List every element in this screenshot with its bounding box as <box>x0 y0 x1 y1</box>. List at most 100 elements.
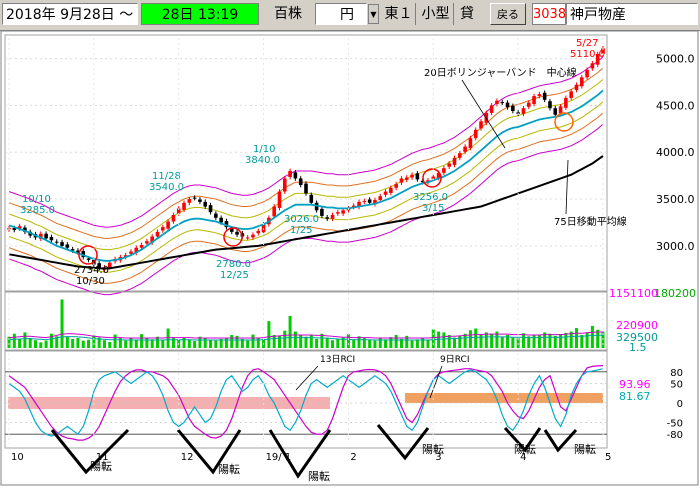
candle-body <box>272 206 276 217</box>
price-tick-label: 3000.0 <box>656 240 695 253</box>
candle-body <box>17 226 22 229</box>
yoten-label: 陽転 <box>422 443 444 456</box>
candle-body <box>277 191 282 208</box>
candle-body <box>214 213 218 218</box>
volume-bar <box>468 330 472 348</box>
volume-bar <box>559 334 563 348</box>
currency-select[interactable]: 円 <box>315 3 367 25</box>
candle-body <box>399 178 404 183</box>
bollinger-band-line <box>8 112 604 284</box>
yoten-label: 陽転 <box>514 443 536 456</box>
back-button[interactable]: 戻る <box>490 3 526 25</box>
volume-panel: 1151100 180200 220900 329500 1.5 <box>4 287 696 354</box>
candle-body <box>320 208 324 216</box>
rci-shade-pink <box>8 397 330 409</box>
v-marker <box>543 428 578 453</box>
volume-bar <box>198 336 202 348</box>
candle-body <box>293 172 298 179</box>
candle-body <box>404 177 409 180</box>
peak-price-label: 3540.0 <box>149 182 184 193</box>
price-panel-frame <box>4 34 608 292</box>
volume-bar <box>553 335 557 348</box>
candle-body <box>23 227 27 232</box>
candle-body <box>86 258 91 260</box>
candle-body <box>235 231 239 235</box>
rci13-label: 13日RCI <box>320 354 355 365</box>
currency-value: 円 <box>340 7 354 23</box>
month-tick-label: 10 <box>11 452 24 463</box>
volume-bar <box>293 331 297 348</box>
candle-body <box>389 187 393 193</box>
candle-body <box>585 69 589 78</box>
volume-bar <box>484 332 488 348</box>
candle-body <box>176 208 181 214</box>
candle-body <box>12 228 17 230</box>
volume-bar <box>548 333 552 348</box>
candle-body <box>458 153 462 158</box>
candle-body <box>495 100 499 105</box>
candle-body <box>553 108 558 115</box>
candle-body <box>288 170 292 178</box>
candle-body <box>182 202 186 210</box>
volume-bar <box>500 337 504 348</box>
high-date-label: 5/27 <box>576 38 598 49</box>
volume-bar <box>49 333 53 348</box>
bb-center-pointer <box>461 79 506 149</box>
candle-body <box>431 176 436 179</box>
volume-bar <box>479 335 483 348</box>
volume-bar <box>145 338 149 348</box>
volume-bar <box>71 338 75 348</box>
volume-bar <box>537 335 541 348</box>
volume-ma <box>8 331 603 341</box>
rci-tick-label: -80 <box>667 430 683 441</box>
volume-bar <box>331 340 335 348</box>
price-tick-label: 3500.0 <box>656 193 695 206</box>
candle-body <box>489 105 494 113</box>
price-panel: 5000.0 4500.0 4000.0 3500.0 3000.0 5/27 5110… <box>4 34 695 296</box>
volume-bar <box>543 332 547 348</box>
bb-center-line <box>8 89 604 262</box>
volume-bar <box>574 328 578 348</box>
volume-bar <box>288 315 292 348</box>
volume-bar <box>532 335 536 348</box>
month-tick-label: 3 <box>435 452 441 463</box>
candle-body <box>139 244 144 248</box>
candle-body <box>187 199 192 203</box>
candle-body <box>208 205 213 213</box>
current-time-display: 28日 13:19 <box>141 3 259 25</box>
candle-body <box>367 199 372 203</box>
volume-bar <box>410 340 414 348</box>
month-tick-label: 11 <box>96 452 109 463</box>
candle-body <box>463 146 467 152</box>
volume-bar <box>511 337 515 348</box>
moving-average-lines <box>8 89 604 270</box>
volume-bar <box>76 338 80 348</box>
candle-body <box>500 102 505 104</box>
candle-body <box>198 199 202 202</box>
stock-name-field[interactable]: 神戸物産 <box>566 3 698 25</box>
candle-body <box>341 210 345 214</box>
volume-bar <box>304 336 308 348</box>
volume-bar <box>299 335 303 348</box>
volume-bar <box>389 337 393 348</box>
volume-bar <box>39 342 43 348</box>
rci-panel-frame <box>4 350 608 449</box>
size-category-label: 小型 <box>418 3 454 25</box>
volume-bar <box>166 328 170 348</box>
volume-bar <box>28 338 32 348</box>
candle-body <box>76 250 80 253</box>
candle-body <box>309 194 314 203</box>
month-tick-label: 4 <box>520 452 526 463</box>
rci-tick-label: 80 <box>670 368 683 379</box>
v-marker <box>503 426 542 453</box>
volume-bar <box>60 299 64 348</box>
candle-body <box>304 183 308 194</box>
candle-body <box>60 242 64 246</box>
candle-body <box>161 227 165 231</box>
volume-bar <box>394 335 398 348</box>
chevron-down-icon[interactable]: ▼ <box>368 4 379 24</box>
volume-bar <box>230 335 234 348</box>
date-range-field[interactable]: 2018年 9月28日 ～ <box>2 3 138 25</box>
volume-bar <box>214 340 218 348</box>
candle-body <box>521 108 526 114</box>
